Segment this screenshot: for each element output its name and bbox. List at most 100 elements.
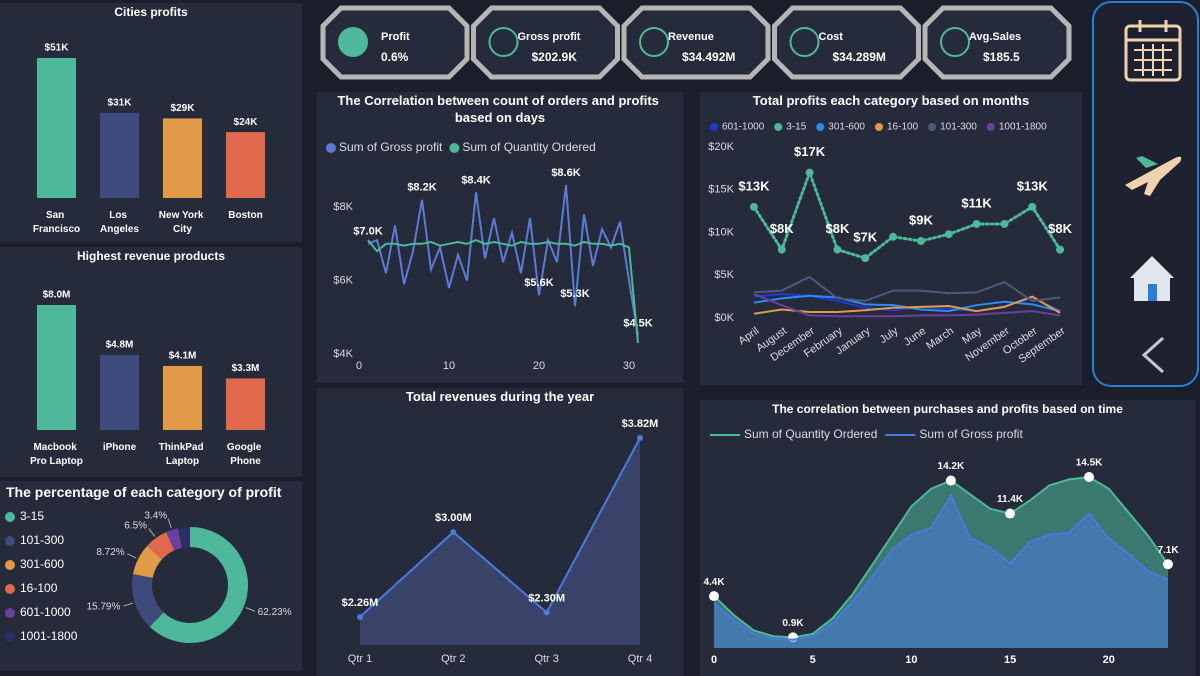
data-label: $4.8M	[106, 340, 134, 351]
x-tick-label: ThinkPad Laptop	[159, 442, 207, 467]
data-label: $8K	[825, 221, 849, 236]
data-label: $9K	[909, 212, 933, 227]
data-label: $8K	[770, 221, 794, 236]
data-label: $7.0K	[353, 226, 382, 238]
legend-label: Sum of Quantity Ordered	[462, 140, 595, 154]
x-tick-label: New York City	[159, 210, 206, 235]
data-label: $31K	[108, 98, 133, 109]
bar	[99, 112, 140, 198]
text-line: The percentage of each category of profi…	[6, 484, 282, 500]
y-tick-label: $6K	[333, 274, 353, 286]
text-line: Total profits each category based on mon…	[753, 93, 1029, 108]
back-icon[interactable]	[1141, 336, 1165, 374]
data-label: 6.5%	[124, 521, 147, 532]
text-line: City	[173, 224, 192, 235]
chart-title: The correlation between purchases and pr…	[772, 402, 1123, 416]
data-label: $4.5K	[623, 318, 652, 330]
text-line: The Correlation between count of orders …	[337, 93, 662, 108]
legend-label: 601-1000	[722, 122, 765, 133]
x-tick-label: 30	[623, 360, 635, 372]
legend-marker	[5, 632, 15, 642]
text-line: iPhone	[103, 442, 137, 453]
legend-marker	[874, 123, 883, 131]
donut-slice	[132, 574, 164, 627]
data-label: $3.3M	[232, 363, 260, 374]
point	[944, 230, 953, 239]
text-line: Cities profits	[114, 5, 188, 19]
kpi-icon	[488, 27, 519, 57]
point	[1056, 245, 1065, 254]
y-tick-label: $20K	[708, 141, 734, 153]
data-label: 4.4K	[703, 577, 725, 588]
x-tick-label: Google Phone	[227, 442, 264, 467]
plane-icon[interactable]	[1125, 156, 1182, 196]
x-tick-label: 10	[443, 360, 455, 372]
data-label: 14.5K	[1076, 458, 1103, 469]
legend-marker	[449, 143, 460, 153]
legend-label: 101-300	[20, 533, 64, 547]
data-label: $51K	[45, 43, 70, 54]
data-label: 11.4K	[997, 494, 1024, 505]
leader-line	[127, 553, 137, 559]
text-line: Pro Laptop	[30, 456, 83, 467]
data-label: $7K	[853, 230, 877, 245]
leader-line	[245, 607, 256, 612]
x-tick-label: Boston	[228, 210, 262, 221]
series-area	[360, 438, 640, 645]
donut-slice	[166, 528, 183, 551]
text-line: Laptop	[166, 456, 199, 467]
plane-body	[1125, 156, 1182, 196]
series-line	[713, 493, 1169, 641]
home-door	[1148, 284, 1157, 301]
data-label: $5.6K	[524, 277, 553, 289]
y-tick-label: $5K	[714, 269, 734, 281]
donut-slice	[147, 532, 175, 560]
legend-marker	[5, 512, 15, 522]
text-line: The correlation between purchases and pr…	[772, 402, 1123, 416]
legend-label: Sum of Quantity Ordered	[744, 427, 877, 441]
bar	[162, 365, 203, 430]
x-tick-label: 15	[1004, 654, 1016, 666]
legend-marker	[928, 123, 937, 131]
bar	[225, 132, 266, 198]
chart-title: The percentage of each category of profi…	[6, 484, 282, 500]
kpi-card	[621, 5, 771, 80]
legend-marker	[326, 143, 336, 153]
data-label: $5.3K	[560, 288, 589, 300]
home-roof	[1130, 256, 1174, 278]
bar	[36, 305, 77, 430]
legend-marker	[774, 123, 783, 131]
data-label: $2.26M	[342, 597, 379, 609]
data-label: 14.2K	[938, 461, 965, 472]
text-line: Macbook	[33, 442, 79, 453]
point	[972, 219, 981, 228]
calendar-icon[interactable]	[1124, 20, 1182, 82]
x-tick-label: 10	[905, 654, 917, 666]
bar	[99, 355, 140, 430]
data-label: $24K	[234, 117, 259, 128]
plane-wing	[1136, 156, 1158, 168]
leader-line	[123, 602, 133, 607]
x-tick-label: Macbook Pro Laptop	[30, 442, 83, 467]
text-line: New York	[159, 210, 206, 221]
legend-label: 1001-1800	[999, 122, 1047, 133]
point	[833, 245, 842, 254]
data-label: $8.0M	[43, 290, 71, 301]
point	[889, 232, 898, 241]
kpi-value: $34.289M	[833, 50, 886, 64]
x-tick-label: 20	[1103, 654, 1115, 666]
home-icon[interactable]	[1130, 256, 1174, 301]
kpi-card	[320, 5, 470, 80]
bar	[36, 58, 77, 198]
series-area	[714, 495, 1168, 648]
data-label: $17K	[794, 144, 826, 159]
chart-title: Cities profits	[114, 5, 188, 19]
data-label: 7.1K	[1157, 545, 1179, 556]
x-tick-label: Qtr 2	[441, 653, 465, 665]
x-tick-label: 0	[711, 654, 717, 666]
point	[1000, 219, 1009, 228]
x-tick-label: 5	[810, 654, 816, 666]
nav-bar	[1092, 1, 1199, 387]
